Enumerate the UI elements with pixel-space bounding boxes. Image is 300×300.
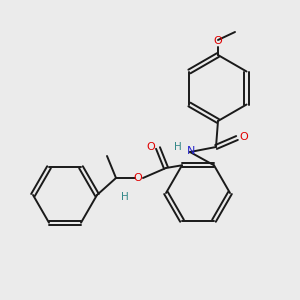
- Text: O: O: [239, 132, 248, 142]
- Text: H: H: [174, 142, 182, 152]
- Text: O: O: [146, 142, 155, 152]
- Text: O: O: [133, 173, 142, 183]
- Text: O: O: [214, 36, 222, 46]
- Text: N: N: [187, 146, 195, 156]
- Text: H: H: [121, 192, 129, 202]
